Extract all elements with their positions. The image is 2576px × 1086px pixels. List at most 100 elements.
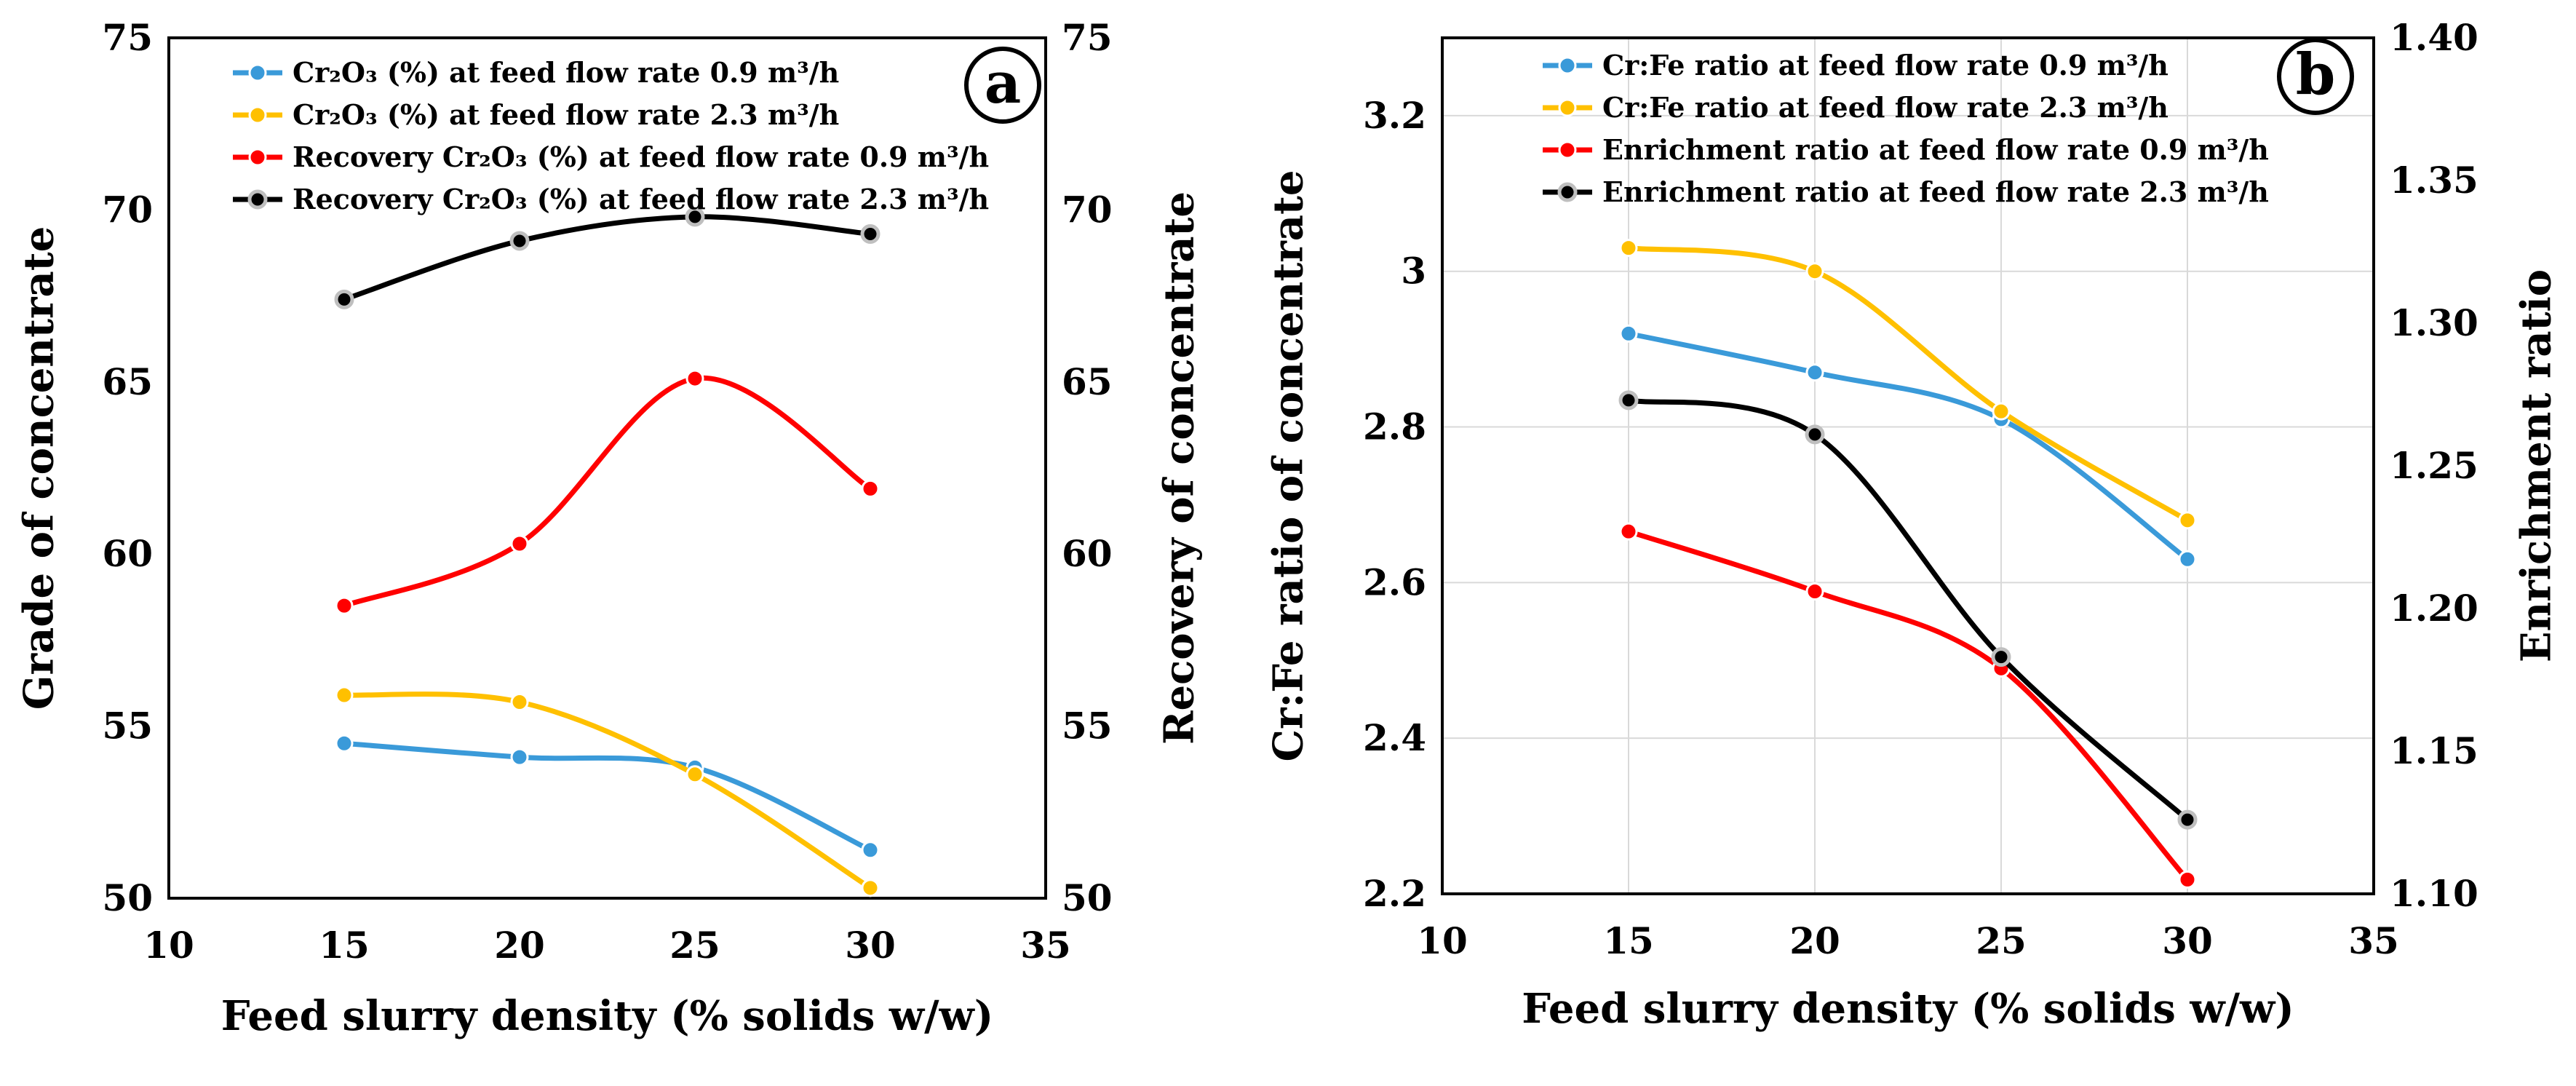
legend-label-3: Enrichment ratio at feed flow rate 2.3 m… <box>1602 175 2269 208</box>
legend-label-2: Enrichment ratio at feed flow rate 0.9 m… <box>1602 133 2269 166</box>
y2-tick-label: 65 <box>1062 360 1113 403</box>
data-point-2-3 <box>861 479 880 498</box>
x-tick-label: 15 <box>1603 919 1654 962</box>
y-tick-label: 55 <box>102 705 153 748</box>
legend-label-3: Recovery Cr₂O₃ (%) at feed flow rate 2.3… <box>293 183 989 215</box>
y2-tick-label: 1.10 <box>2390 872 2478 915</box>
legend-swatch-marker-3 <box>1557 182 1578 202</box>
data-point-3-1 <box>1805 424 1825 445</box>
data-point-1-1 <box>510 693 529 712</box>
series-line-2 <box>341 375 873 609</box>
series-line-2 <box>1626 528 2190 882</box>
panel-tag-label: a <box>985 50 1022 116</box>
series-line-1 <box>341 691 873 891</box>
y-tick-label: 65 <box>102 360 153 403</box>
data-point-3-2 <box>685 207 705 227</box>
y2-tick-label: 1.35 <box>2390 159 2478 202</box>
data-point-1-2 <box>685 765 704 784</box>
legend-swatch-marker-2 <box>1558 140 1577 159</box>
data-point-1-1 <box>1805 262 1824 281</box>
data-point-1-0 <box>335 686 354 705</box>
x-tick-label: 30 <box>2162 919 2213 962</box>
x-axis-title: Feed slurry density (% solids w/w) <box>221 992 994 1040</box>
y2-tick-label: 1.30 <box>2390 301 2478 344</box>
data-point-3-3 <box>2177 809 2198 830</box>
y2-tick-label: 1.15 <box>2390 729 2478 772</box>
data-point-3-0 <box>1618 390 1639 411</box>
y-axis-title: Cr:Fe ratio of concentrate <box>1265 170 1313 761</box>
y-tick-label: 2.6 <box>1363 560 1426 603</box>
x-tick-label: 30 <box>845 924 896 967</box>
legend-label-1: Cr:Fe ratio at feed flow rate 2.3 m³/h <box>1602 91 2168 124</box>
plot-area-frame <box>167 36 1047 900</box>
data-point-2-0 <box>335 596 354 615</box>
y2-tick-label: 1.25 <box>2390 444 2478 487</box>
legend-label-1: Cr₂O₃ (%) at feed flow rate 2.3 m³/h <box>293 98 839 131</box>
plot-area-frame <box>1441 36 2375 895</box>
legend-label-2: Recovery Cr₂O₃ (%) at feed flow rate 0.9… <box>293 140 989 173</box>
x-tick-label: 25 <box>669 924 720 967</box>
y-tick-label: 2.2 <box>1363 872 1426 915</box>
data-point-0-0 <box>1619 324 1638 343</box>
data-point-1-2 <box>1992 402 2011 421</box>
data-point-3-3 <box>860 223 880 244</box>
y2-axis-title: Recovery of concentrate <box>1156 191 1204 745</box>
data-point-2-1 <box>510 534 529 553</box>
y-tick-label: 70 <box>102 188 153 231</box>
y-tick-label: 75 <box>102 16 153 59</box>
data-point-0-1 <box>1805 363 1824 382</box>
x-tick-label: 25 <box>1976 919 2027 962</box>
y-tick-label: 2.8 <box>1363 405 1426 448</box>
data-point-3-0 <box>334 289 354 309</box>
data-point-2-0 <box>1619 522 1638 541</box>
series-line-1 <box>1626 245 2190 523</box>
legend-swatch-marker-0 <box>248 63 267 82</box>
series-line-3 <box>341 214 873 302</box>
y2-tick-label: 50 <box>1062 876 1113 919</box>
y2-tick-label: 75 <box>1062 16 1113 59</box>
x-tick-label: 10 <box>1417 919 1468 962</box>
data-point-1-3 <box>861 879 880 897</box>
panel-tag-label: b <box>2296 41 2336 108</box>
legend-swatch-marker-0 <box>1558 56 1577 75</box>
data-point-0-3 <box>861 841 880 860</box>
data-point-3-2 <box>1991 647 2011 667</box>
data-point-0-0 <box>335 734 354 753</box>
legend-swatch-marker-2 <box>248 148 267 167</box>
data-point-2-2 <box>685 369 704 388</box>
y-tick-label: 60 <box>102 532 153 575</box>
chart-panel-a: 10 15 20 25 30 35 50 55 60 65 70 75 50 55 60 65 70 75 Feed… <box>15 16 1204 1040</box>
data-point-0-1 <box>510 748 529 766</box>
data-point-3-1 <box>509 231 530 251</box>
y-tick-label: 50 <box>102 876 153 919</box>
y2-tick-label: 1.20 <box>2390 587 2478 630</box>
x-tick-label: 35 <box>2348 919 2399 962</box>
y-axis-title: Grade of concentrate <box>15 226 63 710</box>
x-tick-label: 10 <box>143 924 194 967</box>
legend-swatch-marker-1 <box>1558 98 1577 117</box>
y-tick-label: 3 <box>1401 250 1426 293</box>
data-point-1-3 <box>2178 511 2197 530</box>
data-point-0-3 <box>2178 550 2197 568</box>
panel-tag-circle <box>2277 38 2354 115</box>
x-tick-label: 35 <box>1020 924 1071 967</box>
data-point-2-3 <box>2178 870 2197 889</box>
chart-panel-b: 10 15 20 25 30 35 2.2 2.4 2.6 2.8 3 3.2 1.10 1.15 1.20… <box>1265 16 2561 1033</box>
data-point-2-1 <box>1805 582 1824 601</box>
data-point-1-0 <box>1619 239 1638 258</box>
legend-swatch-marker-3 <box>247 189 268 210</box>
series-line-0 <box>1626 330 2190 562</box>
series-line-3 <box>1626 397 2190 823</box>
series-line-0 <box>341 740 873 853</box>
legend-swatch-marker-1 <box>248 106 267 124</box>
x-tick-label: 15 <box>319 924 370 967</box>
legend-label-0: Cr:Fe ratio at feed flow rate 0.9 m³/h <box>1602 49 2168 82</box>
x-axis-title: Feed slurry density (% solids w/w) <box>1522 985 2294 1033</box>
y-tick-label: 3.2 <box>1363 94 1426 137</box>
y2-tick-label: 60 <box>1062 532 1113 575</box>
y2-tick-label: 55 <box>1062 705 1113 748</box>
x-tick-label: 20 <box>1789 919 1840 962</box>
legend-label-0: Cr₂O₃ (%) at feed flow rate 0.9 m³/h <box>293 56 839 89</box>
y2-tick-label: 70 <box>1062 188 1113 231</box>
